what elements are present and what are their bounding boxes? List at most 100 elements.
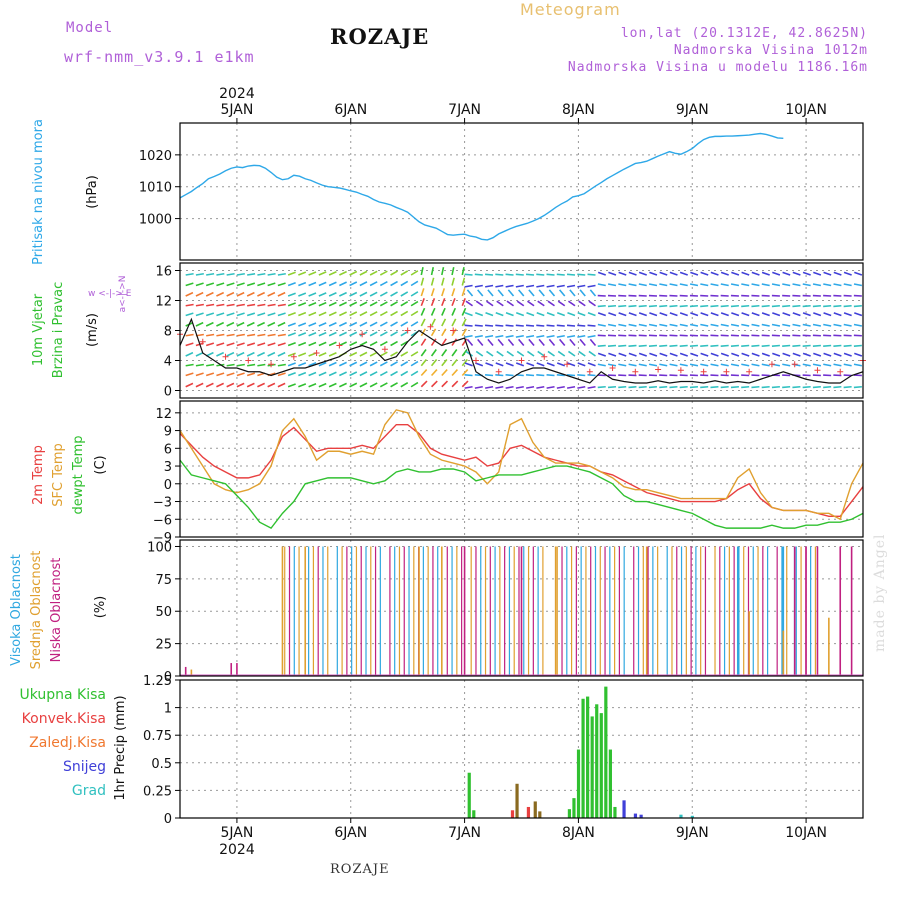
wind-arrow bbox=[771, 283, 781, 287]
wind-arrow bbox=[792, 271, 801, 276]
wind-arrow bbox=[782, 344, 791, 347]
wind-arrow bbox=[410, 381, 419, 388]
wind-arrow bbox=[379, 321, 388, 327]
wind-arrow bbox=[466, 338, 474, 347]
wind-arrow bbox=[526, 385, 535, 389]
wind-arrow bbox=[318, 301, 327, 307]
wind-arrow bbox=[741, 323, 750, 327]
wind-arrow bbox=[782, 352, 791, 357]
wind-arrow bbox=[566, 374, 576, 377]
wind-arrow bbox=[400, 361, 409, 367]
wind-arrow bbox=[410, 351, 419, 357]
wind-arrow bbox=[782, 271, 791, 276]
wind-arrow bbox=[475, 312, 484, 317]
precip-snow-bar bbox=[639, 814, 643, 818]
wind-arrow bbox=[369, 281, 378, 287]
wind-arrow bbox=[700, 385, 709, 389]
pressure-unit-label: (hPa) bbox=[85, 175, 100, 209]
wind-arrow bbox=[236, 272, 245, 276]
wind-arrow bbox=[400, 280, 409, 287]
model-name: wrf-nmm_v3.9.1 e1km bbox=[64, 48, 255, 66]
wind-arrow bbox=[308, 341, 317, 347]
wind-arrow bbox=[185, 303, 194, 307]
wind-arrow bbox=[400, 310, 409, 317]
wind-arrow bbox=[226, 303, 235, 307]
wind-arrow bbox=[410, 370, 419, 377]
wind-arrow bbox=[618, 304, 627, 308]
wind-arrow bbox=[195, 282, 204, 287]
wind-arrow bbox=[420, 267, 424, 276]
wind-arrow bbox=[257, 312, 266, 317]
wind-arrow bbox=[451, 369, 459, 377]
wind-arrow bbox=[185, 342, 194, 347]
wind-arrow bbox=[328, 341, 337, 347]
wind-arrow bbox=[359, 281, 368, 287]
wind-arrow bbox=[525, 374, 535, 377]
wind-arrow bbox=[507, 289, 515, 297]
tick-label-y: 0 bbox=[164, 478, 172, 493]
wind-arrow bbox=[710, 271, 719, 276]
wind-arrow bbox=[843, 312, 852, 317]
wind-arrow bbox=[506, 350, 514, 357]
wind-arrow bbox=[802, 385, 811, 389]
wind-arrow bbox=[679, 363, 688, 367]
wind-arrow bbox=[379, 370, 388, 377]
wind-gust-marker bbox=[268, 361, 275, 368]
wind-arrow bbox=[441, 328, 447, 337]
wind-arrow bbox=[559, 289, 566, 297]
wind-gust-marker bbox=[677, 367, 684, 374]
wind-arrow bbox=[515, 334, 524, 338]
wind-arrow bbox=[751, 312, 760, 317]
wind-arrow bbox=[359, 270, 368, 276]
panel-frame-clouds bbox=[179, 539, 864, 677]
wind-arrow bbox=[369, 382, 378, 388]
wind-arrow bbox=[526, 312, 535, 317]
wind-arrow bbox=[287, 383, 296, 388]
wind-arrow bbox=[618, 363, 627, 367]
wind-arrow bbox=[536, 324, 545, 327]
wind-arrow bbox=[577, 334, 586, 338]
tick-label-y: −6 bbox=[153, 513, 172, 528]
wind-arrow bbox=[246, 282, 256, 287]
wind-arrow bbox=[349, 321, 358, 327]
wind-arrow bbox=[257, 272, 266, 276]
precip-total-bar bbox=[572, 798, 576, 818]
wind-arrow bbox=[730, 323, 740, 327]
wind-arrow bbox=[359, 371, 368, 377]
precip-total-bar bbox=[604, 686, 608, 818]
wind-gust-marker bbox=[199, 338, 206, 345]
wind-arrow bbox=[495, 284, 504, 288]
wind-arrow bbox=[710, 323, 719, 327]
wind-arrow bbox=[267, 303, 276, 307]
wind-arrow bbox=[518, 289, 525, 297]
wind-arrow bbox=[277, 363, 286, 367]
wind-arrow bbox=[420, 288, 425, 297]
tick-label-y: 100 bbox=[147, 540, 172, 555]
wind-arrow bbox=[461, 328, 467, 337]
wind-gust-marker bbox=[450, 327, 457, 334]
wind-arrow bbox=[410, 340, 419, 347]
dewpt-temp-label: dewpt Temp bbox=[71, 435, 86, 514]
wind-arrow bbox=[730, 385, 739, 389]
tick-label-y: 12 bbox=[155, 407, 172, 422]
wind-arrow bbox=[461, 349, 468, 357]
wind-arrow bbox=[710, 312, 719, 317]
wind-arrow bbox=[485, 324, 494, 327]
wind-arrow bbox=[287, 311, 296, 317]
wind-arrow bbox=[216, 312, 225, 317]
day-label-top: 6JAN bbox=[334, 102, 367, 118]
wind-arrow bbox=[854, 312, 863, 317]
wind-arrow bbox=[226, 312, 235, 317]
wind-arrow bbox=[236, 303, 245, 307]
tick-label-y: 16 bbox=[155, 265, 172, 280]
wind-arrow bbox=[369, 331, 378, 337]
wind-arrow bbox=[587, 374, 596, 377]
wind-arrow bbox=[597, 363, 606, 367]
day-label-top: 10JAN bbox=[785, 102, 827, 118]
wind-arrow bbox=[557, 350, 566, 357]
wind-arrow bbox=[195, 303, 204, 307]
wind-arrow bbox=[802, 283, 811, 287]
wind-arrow bbox=[246, 351, 255, 357]
wind-arrow bbox=[485, 362, 494, 367]
wind-arrow bbox=[298, 332, 307, 337]
